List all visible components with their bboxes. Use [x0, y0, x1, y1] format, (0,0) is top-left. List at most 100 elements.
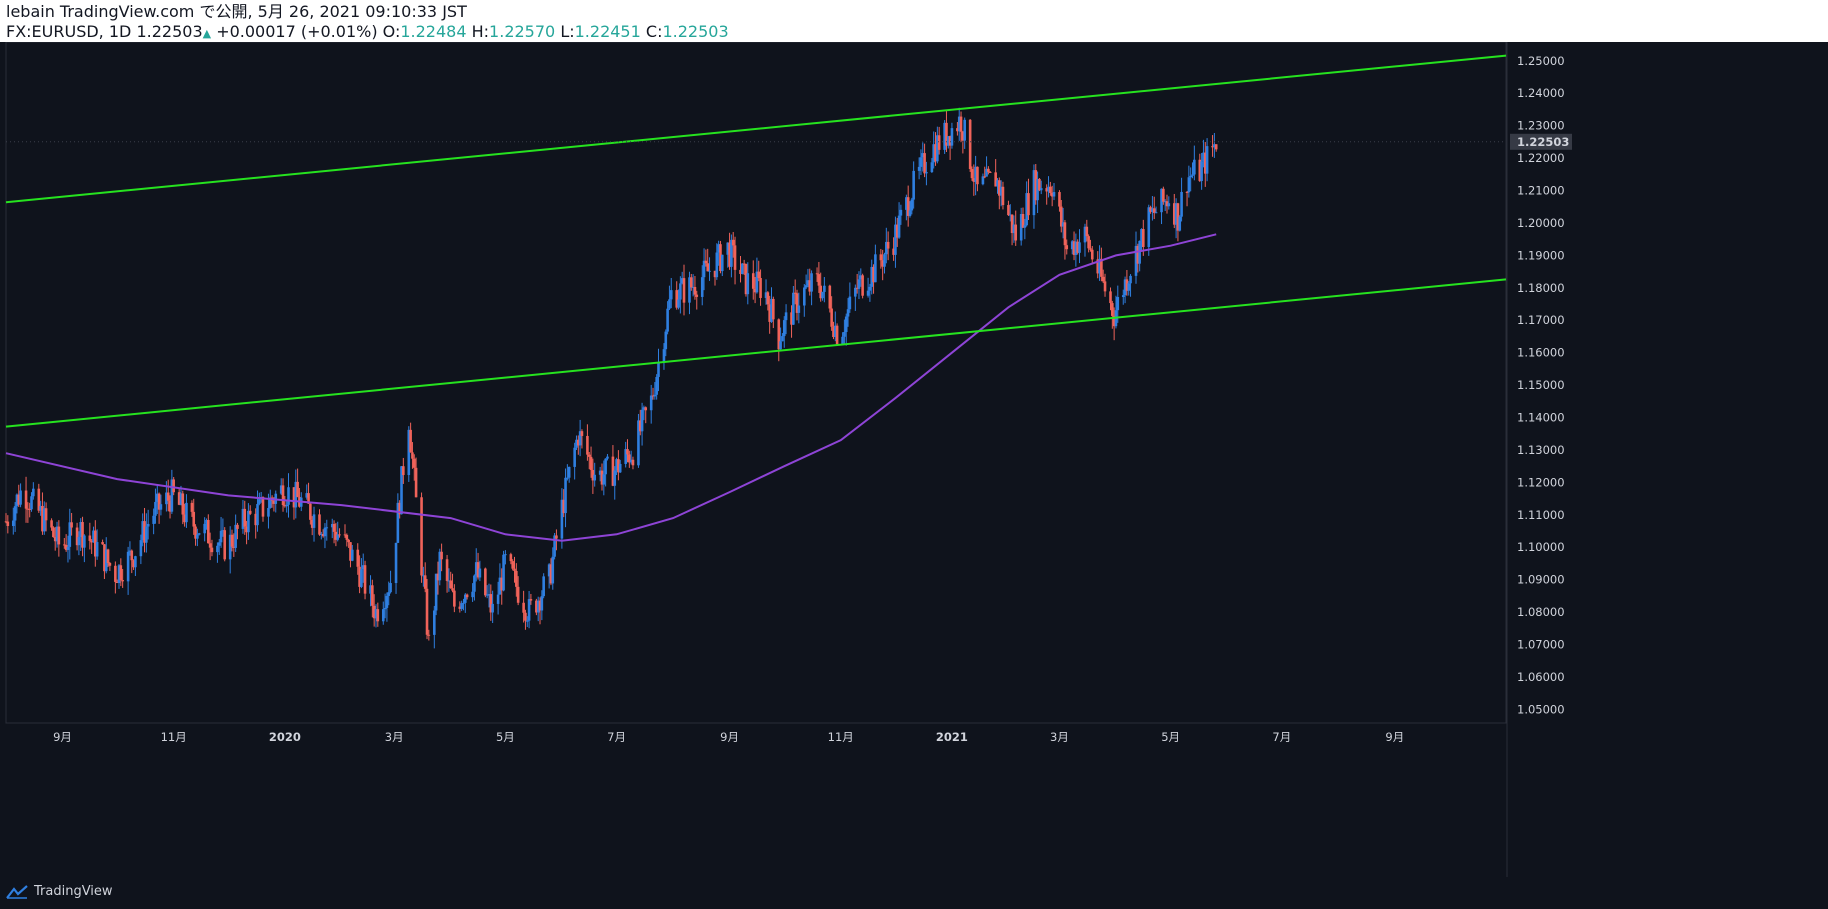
chart-header: lebain TradingView.com で公開, 5月 26, 2021 …: [0, 0, 1828, 42]
up-triangle-icon: ▲: [202, 27, 212, 40]
candle-body: [402, 466, 405, 476]
candle-body: [498, 577, 502, 595]
candle-body: [420, 497, 423, 576]
candle-body: [516, 586, 520, 603]
candle: [700, 265, 704, 306]
candle: [350, 545, 354, 562]
candle-body: [524, 612, 527, 621]
candle-body: [70, 522, 73, 528]
candle: [196, 528, 199, 547]
candle: [287, 473, 290, 518]
candle: [207, 514, 210, 544]
candle-body: [197, 533, 201, 535]
price-tick-label: 1.21000: [1517, 184, 1565, 198]
candle: [782, 316, 786, 348]
candle-body: [1138, 240, 1141, 264]
candle-body: [471, 591, 474, 598]
candle: [323, 523, 327, 549]
candle: [197, 532, 201, 536]
candle-body: [1112, 315, 1116, 327]
candle-body: [1074, 241, 1078, 255]
candle: [1008, 204, 1012, 222]
candle: [1127, 281, 1131, 296]
candle-body: [897, 215, 901, 238]
candle: [504, 550, 507, 565]
candle: [1032, 164, 1036, 229]
candle: [1167, 196, 1171, 210]
candle: [866, 277, 870, 298]
candle-body: [999, 186, 1003, 196]
candle-body: [243, 508, 247, 527]
candle-body: [217, 542, 221, 546]
candle-body: [427, 634, 431, 636]
trendline-upper[interactable]: [5, 54, 1507, 204]
candle: [717, 240, 720, 266]
candle: [449, 571, 453, 589]
candle-body: [744, 263, 748, 295]
candle: [925, 161, 928, 186]
candle-body: [474, 562, 478, 576]
candle: [294, 469, 298, 519]
candle: [104, 537, 108, 574]
candle: [1074, 233, 1078, 267]
candle-body: [602, 474, 606, 485]
candle: [248, 505, 252, 516]
candle-body: [371, 585, 374, 606]
candle: [578, 419, 582, 457]
candle: [950, 122, 954, 149]
candle: [567, 466, 571, 483]
candle: [53, 527, 57, 551]
candle-body: [1160, 188, 1163, 213]
candle-body: [307, 493, 310, 504]
candle-body: [664, 331, 668, 350]
candle: [1111, 300, 1114, 329]
candle: [1176, 202, 1180, 242]
price-chart[interactable]: 1.05000 1.06000 1.07000 1.08000 1.09000 1.100…: [0, 42, 1828, 877]
candle: [219, 516, 223, 548]
candle: [70, 512, 73, 536]
candle: [744, 263, 748, 297]
candle-body: [576, 439, 580, 446]
candle-body: [739, 269, 742, 274]
candle: [152, 508, 155, 535]
candle: [66, 535, 70, 563]
tradingview-logo[interactable]: TradingView: [6, 884, 113, 899]
candle: [657, 348, 660, 392]
candle-body: [1111, 303, 1114, 316]
candle-body: [312, 514, 316, 528]
candle-body: [611, 456, 615, 486]
candle: [932, 131, 936, 169]
candle: [103, 543, 106, 580]
candle-body: [959, 116, 963, 132]
candle-body: [185, 502, 188, 523]
price-tick-label: 1.05000: [1517, 702, 1565, 716]
candle: [433, 605, 436, 649]
candle: [1162, 186, 1165, 205]
candle: [41, 492, 44, 535]
candle-body: [1072, 241, 1076, 255]
candle: [396, 493, 400, 544]
candle: [604, 458, 607, 487]
time-tick-label: 9月: [720, 730, 739, 744]
candle: [476, 552, 480, 580]
candle-body: [730, 239, 733, 267]
candle-body: [134, 556, 137, 568]
candle-body: [841, 336, 844, 345]
candle-body: [675, 290, 679, 308]
candle-body: [81, 522, 84, 548]
candle: [453, 584, 456, 613]
candle-body: [453, 590, 456, 607]
moving-average-line[interactable]: [5, 233, 1217, 542]
candle-body: [26, 508, 30, 510]
candle: [1052, 183, 1056, 201]
candle-body: [369, 585, 372, 594]
candle-body: [1027, 193, 1030, 216]
candle: [4, 513, 8, 524]
candle: [1070, 240, 1074, 255]
candle: [746, 262, 750, 305]
candle: [478, 560, 482, 582]
candle-body: [1034, 170, 1038, 201]
trendline-lower[interactable]: [5, 278, 1507, 428]
candle-body: [513, 568, 516, 571]
candle-body: [146, 523, 150, 527]
